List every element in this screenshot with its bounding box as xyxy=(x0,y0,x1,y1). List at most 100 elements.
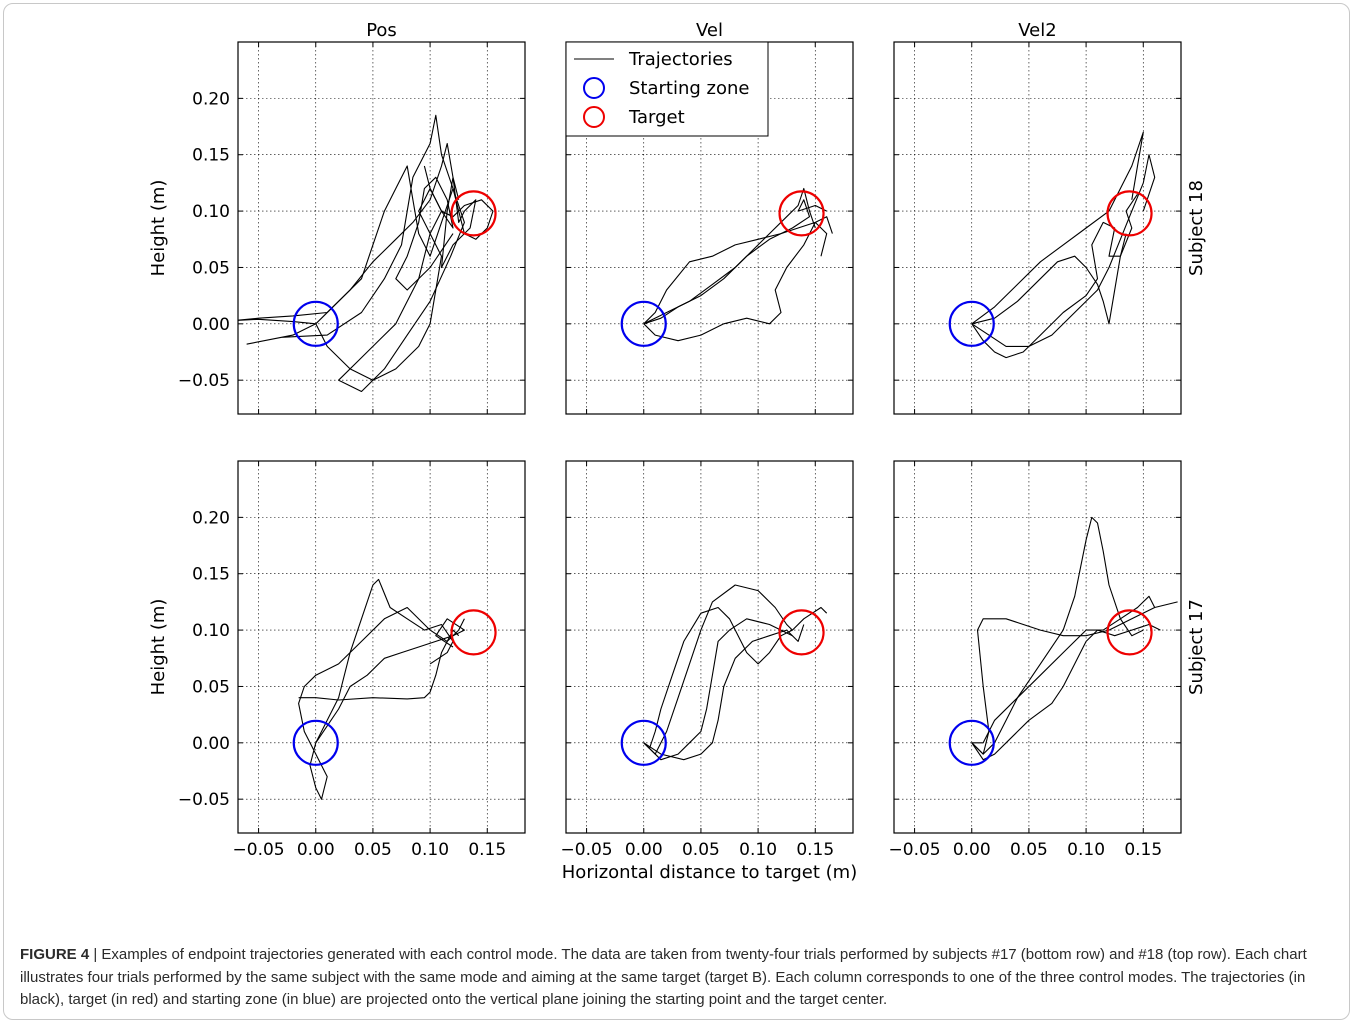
column-title: Pos xyxy=(366,20,397,41)
panel-frame xyxy=(237,41,526,415)
y-tick-label: 0.10 xyxy=(192,621,230,641)
x-tick-label: 0.10 xyxy=(411,840,449,860)
trajectory-group xyxy=(643,584,828,761)
trajectory-group xyxy=(971,131,1156,359)
y-tick-label: 0.15 xyxy=(192,565,230,585)
x-tick-label: 0.05 xyxy=(354,840,392,860)
y-tick-label: 0.20 xyxy=(192,508,230,528)
row-label: Subject 18 xyxy=(1186,180,1207,276)
starting-zone-circle xyxy=(948,300,995,347)
panel-frame xyxy=(893,41,1182,415)
column-title: Vel2 xyxy=(1018,20,1056,41)
target-circle xyxy=(1106,190,1153,237)
y-tick-label: −0.05 xyxy=(178,790,230,810)
trajectory-line xyxy=(971,131,1144,325)
target-circle xyxy=(778,609,825,656)
trajectory-line xyxy=(643,187,816,325)
trajectory-line xyxy=(246,114,465,393)
trajectory-line xyxy=(238,142,477,325)
target-circle xyxy=(778,190,825,237)
y-tick-label: 0.05 xyxy=(192,258,230,278)
trajectory-line xyxy=(315,618,465,744)
x-tick-label: −0.05 xyxy=(889,840,941,860)
x-tick-label: −0.05 xyxy=(233,840,285,860)
panel-frame xyxy=(893,460,1182,834)
panel-frame xyxy=(565,460,854,834)
trajectory-line xyxy=(643,618,793,761)
y-tick-label: 0.15 xyxy=(192,146,230,166)
y-tick-label: 0.10 xyxy=(192,202,230,222)
trajectory-line xyxy=(298,606,465,800)
panel-frame xyxy=(237,460,526,834)
legend-target-swatch xyxy=(583,106,605,128)
caption-text: Examples of endpoint trajectories genera… xyxy=(20,946,1307,1008)
trajectory-line xyxy=(971,601,1178,755)
x-tick-label: 0.15 xyxy=(1124,840,1162,860)
trajectory-line xyxy=(643,606,793,750)
panel-vel2-subject-18 xyxy=(893,41,1182,415)
panel-pos-subject-17: −0.05 0.00 0.05 0.10 0.15 −0.05 0.00 0.05 0.10 0.… xyxy=(178,460,526,860)
trajectory-line xyxy=(315,176,454,381)
starting-zone-circle xyxy=(292,300,339,347)
trajectory-line xyxy=(643,624,805,761)
trajectory-line xyxy=(971,516,1144,755)
y-tick-label: 0.00 xyxy=(192,315,230,335)
starting-zone-circle xyxy=(620,719,667,766)
trajectory-line xyxy=(643,584,828,755)
x-tick-label: 0.10 xyxy=(1067,840,1105,860)
trajectory-line xyxy=(643,216,833,325)
y-tick-label: 0.05 xyxy=(192,677,230,697)
figure-caption: FIGURE 4 | Examples of endpoint trajecto… xyxy=(20,944,1332,1012)
x-tick-label: −0.05 xyxy=(561,840,613,860)
x-tick-label: 0.15 xyxy=(796,840,834,860)
row-label: Subject 17 xyxy=(1186,599,1207,695)
y-tick-label: 0.00 xyxy=(192,734,230,754)
target-circle xyxy=(450,609,497,656)
trajectory-group xyxy=(298,578,465,800)
panel-vel2-subject-17: −0.05 0.00 0.05 0.10 0.15 xyxy=(889,460,1182,860)
x-tick-label: 0.15 xyxy=(468,840,506,860)
trajectory-line xyxy=(971,193,1138,325)
panel-pos-subject-18: −0.05 0.00 0.05 0.10 0.15 0.20 xyxy=(178,41,526,415)
legend-label: Target xyxy=(628,107,685,128)
x-tick-label: 0.05 xyxy=(682,840,720,860)
target-circle xyxy=(450,190,497,237)
y-tick-label: −0.05 xyxy=(178,371,230,391)
x-tick-label: 0.00 xyxy=(297,840,335,860)
panel-vel-subject-17: −0.05 0.00 0.05 0.10 0.15 xyxy=(561,460,854,860)
legend-start-swatch xyxy=(583,77,605,99)
column-title: Vel xyxy=(696,20,723,41)
trajectory-line xyxy=(315,578,454,744)
x-tick-label: 0.05 xyxy=(1010,840,1048,860)
y-axis-label: Height (m) xyxy=(148,599,169,696)
trajectory-group xyxy=(238,114,494,393)
legend: Trajectories Starting zone Target xyxy=(565,41,769,137)
caption-label: FIGURE 4 xyxy=(20,946,90,963)
figure-frame xyxy=(3,3,1350,1020)
trajectory-group xyxy=(643,187,833,342)
trajectory-line xyxy=(298,629,460,701)
legend-box xyxy=(565,41,769,137)
trajectory-line xyxy=(643,199,827,325)
x-tick-label: 0.00 xyxy=(625,840,663,860)
trajectory-line xyxy=(971,154,1156,347)
starting-zone-circle xyxy=(948,719,995,766)
trajectory-line xyxy=(643,221,828,342)
y-axis-label: Height (m) xyxy=(148,180,169,277)
target-circle xyxy=(1106,609,1153,656)
trajectory-line xyxy=(971,221,1127,359)
legend-label: Starting zone xyxy=(629,78,749,99)
starting-zone-circle xyxy=(292,719,339,766)
starting-zone-circle xyxy=(620,300,667,347)
x-axis-label: Horizontal distance to target (m) xyxy=(562,862,857,883)
y-tick-label: 0.20 xyxy=(192,89,230,109)
x-tick-label: 0.00 xyxy=(953,840,991,860)
x-tick-label: 0.10 xyxy=(739,840,777,860)
trajectory-line xyxy=(971,595,1156,744)
caption-separator: | xyxy=(89,946,102,963)
trajectory-group xyxy=(971,516,1178,761)
legend-label: Trajectories xyxy=(628,49,733,70)
trajectory-chart-grid: −0.05 0.00 0.05 0.10 0.15 0.20 −0.05 0.00 0.05 0.… xyxy=(148,20,1207,883)
trajectory-line xyxy=(971,623,1161,761)
trajectory-line xyxy=(315,165,494,325)
